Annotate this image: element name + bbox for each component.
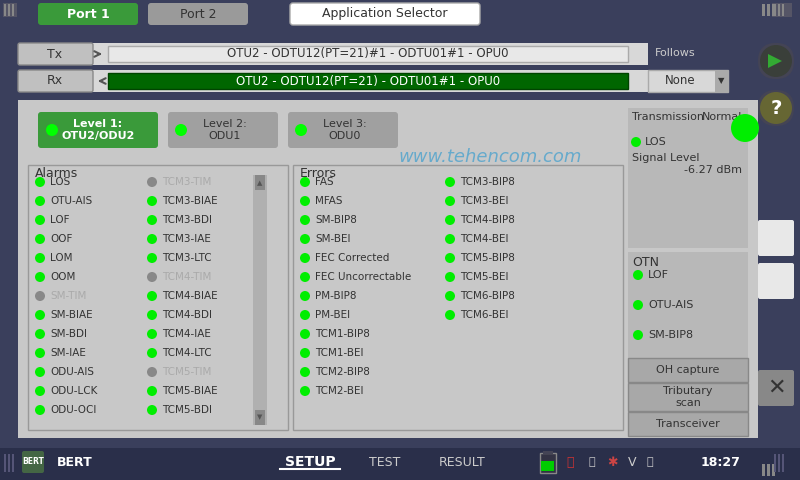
- Circle shape: [300, 367, 310, 377]
- FancyBboxPatch shape: [540, 453, 556, 473]
- Circle shape: [300, 329, 310, 339]
- FancyBboxPatch shape: [782, 454, 784, 472]
- Circle shape: [147, 367, 157, 377]
- Text: Level 2:
ODU1: Level 2: ODU1: [203, 119, 247, 141]
- Text: -6.27 dBm: -6.27 dBm: [684, 165, 742, 175]
- Circle shape: [445, 177, 455, 187]
- Text: Port 1: Port 1: [66, 8, 110, 21]
- Text: OTN: OTN: [632, 256, 659, 269]
- FancyBboxPatch shape: [753, 0, 800, 480]
- Circle shape: [35, 310, 45, 320]
- Circle shape: [147, 234, 157, 244]
- Circle shape: [175, 124, 187, 136]
- Circle shape: [35, 329, 45, 339]
- Circle shape: [35, 272, 45, 282]
- Text: 📶: 📶: [589, 457, 595, 467]
- Circle shape: [300, 177, 310, 187]
- Circle shape: [147, 291, 157, 301]
- FancyBboxPatch shape: [288, 112, 398, 148]
- Text: Follows: Follows: [655, 48, 696, 58]
- Text: Rx: Rx: [47, 74, 63, 87]
- Circle shape: [147, 386, 157, 396]
- Text: PM-BIP8: PM-BIP8: [315, 291, 357, 301]
- FancyBboxPatch shape: [628, 108, 748, 248]
- Text: 📊: 📊: [646, 457, 654, 467]
- Text: TCM5-TIM: TCM5-TIM: [162, 367, 211, 377]
- FancyBboxPatch shape: [168, 112, 278, 148]
- Circle shape: [300, 348, 310, 358]
- Text: TEST: TEST: [370, 456, 401, 468]
- Circle shape: [445, 234, 455, 244]
- Circle shape: [35, 253, 45, 263]
- FancyBboxPatch shape: [22, 451, 44, 473]
- FancyBboxPatch shape: [290, 3, 480, 25]
- Text: www.tehencom.com: www.tehencom.com: [398, 148, 582, 166]
- FancyBboxPatch shape: [758, 263, 794, 299]
- Circle shape: [35, 215, 45, 225]
- Text: Level 1:
OTU2/ODU2: Level 1: OTU2/ODU2: [62, 119, 134, 141]
- Text: ✕: ✕: [766, 378, 786, 398]
- FancyBboxPatch shape: [767, 4, 770, 16]
- Circle shape: [760, 45, 792, 77]
- FancyBboxPatch shape: [778, 4, 780, 16]
- Circle shape: [445, 215, 455, 225]
- Text: TCM3-BEI: TCM3-BEI: [460, 196, 509, 206]
- Circle shape: [147, 272, 157, 282]
- Text: TCM5-BIAE: TCM5-BIAE: [162, 386, 218, 396]
- Text: Tributary
scan: Tributary scan: [663, 386, 713, 408]
- FancyBboxPatch shape: [778, 454, 780, 472]
- Circle shape: [300, 386, 310, 396]
- Text: Transceiver: Transceiver: [656, 419, 720, 429]
- Circle shape: [731, 114, 759, 142]
- FancyBboxPatch shape: [255, 175, 265, 190]
- FancyBboxPatch shape: [758, 220, 794, 256]
- Text: ▼: ▼: [718, 76, 724, 85]
- Text: ODU-LCK: ODU-LCK: [50, 386, 98, 396]
- Circle shape: [147, 348, 157, 358]
- FancyBboxPatch shape: [628, 252, 748, 432]
- FancyBboxPatch shape: [762, 464, 765, 476]
- Text: SM-BIAE: SM-BIAE: [50, 310, 93, 320]
- Text: SM-BEI: SM-BEI: [315, 234, 350, 244]
- Circle shape: [147, 329, 157, 339]
- FancyBboxPatch shape: [782, 4, 784, 16]
- Text: OTU-AIS: OTU-AIS: [648, 300, 694, 310]
- Text: Application Selector: Application Selector: [322, 8, 448, 21]
- Text: ODU-OCI: ODU-OCI: [50, 405, 96, 415]
- Polygon shape: [768, 54, 782, 68]
- Text: LOS: LOS: [50, 177, 70, 187]
- Text: TCM3-LTC: TCM3-LTC: [162, 253, 212, 263]
- FancyBboxPatch shape: [772, 3, 792, 17]
- FancyBboxPatch shape: [762, 4, 765, 16]
- Circle shape: [35, 348, 45, 358]
- FancyBboxPatch shape: [715, 70, 728, 92]
- Text: LOF: LOF: [50, 215, 70, 225]
- Text: TCM4-BIAE: TCM4-BIAE: [162, 291, 218, 301]
- Circle shape: [300, 196, 310, 206]
- Circle shape: [147, 196, 157, 206]
- FancyBboxPatch shape: [628, 412, 748, 436]
- FancyBboxPatch shape: [772, 464, 775, 476]
- Text: SETUP: SETUP: [285, 455, 335, 469]
- FancyBboxPatch shape: [772, 4, 775, 16]
- Text: TCM2-BEI: TCM2-BEI: [315, 386, 363, 396]
- Text: TCM2-BIP8: TCM2-BIP8: [315, 367, 370, 377]
- Text: BERT: BERT: [22, 457, 44, 467]
- Text: TCM5-BDI: TCM5-BDI: [162, 405, 212, 415]
- Text: OH capture: OH capture: [656, 365, 720, 375]
- FancyBboxPatch shape: [543, 451, 553, 454]
- FancyBboxPatch shape: [18, 43, 93, 65]
- Circle shape: [300, 215, 310, 225]
- FancyBboxPatch shape: [290, 3, 480, 25]
- FancyBboxPatch shape: [38, 112, 158, 148]
- Circle shape: [147, 405, 157, 415]
- FancyBboxPatch shape: [253, 175, 267, 425]
- Text: TCM4-BDI: TCM4-BDI: [162, 310, 212, 320]
- Text: TCM4-LTC: TCM4-LTC: [162, 348, 212, 358]
- Text: TCM3-TIM: TCM3-TIM: [162, 177, 211, 187]
- Circle shape: [147, 177, 157, 187]
- Text: ODU-AIS: ODU-AIS: [50, 367, 94, 377]
- FancyBboxPatch shape: [255, 410, 265, 425]
- Text: SM-TIM: SM-TIM: [50, 291, 86, 301]
